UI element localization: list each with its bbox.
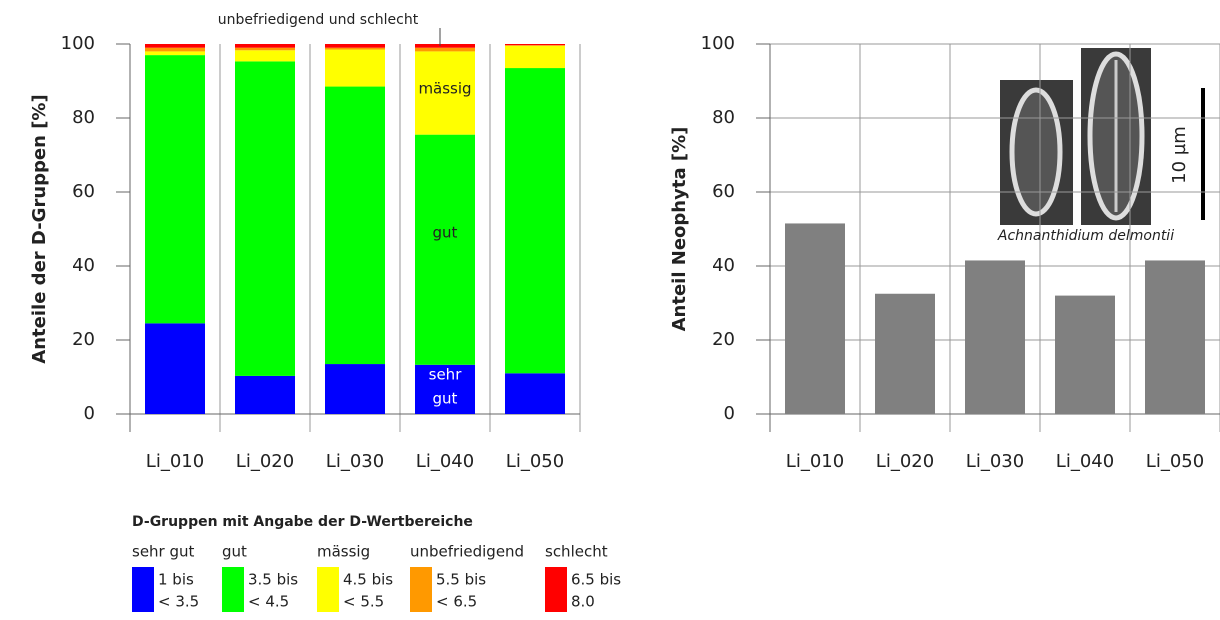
x-tick-label: Li_020 — [876, 451, 934, 472]
legend-range: < 5.5 — [343, 593, 384, 611]
bar — [785, 223, 845, 414]
bar — [1055, 295, 1115, 414]
legend-range: 5.5 bis — [436, 571, 486, 589]
bar-segment — [235, 61, 295, 376]
bar-segment — [415, 134, 475, 365]
x-tick-label: Li_040 — [416, 451, 474, 472]
legend-swatch — [222, 567, 244, 612]
x-tick-label: Li_040 — [1056, 451, 1114, 472]
y-tick-label: 100 — [61, 33, 95, 54]
legend-swatch — [545, 567, 567, 612]
bar-segment — [145, 323, 205, 414]
bar-segment — [415, 44, 475, 48]
x-tick-label: Li_010 — [786, 451, 844, 472]
legend-label: gut — [222, 543, 247, 561]
legend-label: mässig — [317, 543, 370, 561]
bar-segment — [325, 44, 385, 48]
bar-segment — [145, 44, 205, 48]
bar-segment — [505, 44, 565, 46]
legend-label: sehr gut — [132, 543, 195, 561]
legend-range: 6.5 bis — [571, 571, 621, 589]
y-axis-label: Anteil Neophyta [%] — [669, 127, 690, 332]
bar-segment — [415, 47, 475, 52]
diatom — [1009, 87, 1063, 217]
bar-segment — [505, 45, 565, 69]
y-tick-label: 0 — [724, 403, 735, 424]
legend-range: < 3.5 — [158, 593, 199, 611]
bar-segment — [325, 364, 385, 414]
bar — [965, 260, 1025, 414]
legend-range: 1 bis — [158, 571, 194, 589]
x-tick-label: Li_020 — [236, 451, 294, 472]
y-tick-label: 60 — [712, 181, 735, 202]
bar-segment — [415, 364, 475, 414]
bar — [1145, 260, 1205, 414]
x-tick-label: Li_030 — [966, 451, 1024, 472]
image-caption: Achnanthidium delmontii — [997, 228, 1174, 244]
y-tick-label: 80 — [712, 107, 735, 128]
legend-range: 3.5 bis — [248, 571, 298, 589]
annotation: unbefriedigend und schlecht — [218, 12, 419, 28]
bar-segment — [145, 51, 205, 56]
y-tick-label: 40 — [72, 255, 95, 276]
bar-segment — [505, 45, 565, 46]
legend-title: D-Gruppen mit Angabe der D-Wertbereiche — [132, 514, 473, 530]
x-tick-label: Li_010 — [146, 451, 204, 472]
bar-segment — [325, 86, 385, 365]
legend-swatch — [132, 567, 154, 612]
bar-segment — [145, 47, 205, 52]
y-tick-label: 100 — [701, 33, 735, 54]
bar-segment — [505, 68, 565, 374]
bar-segment — [235, 44, 295, 48]
bar-segment — [505, 373, 565, 414]
bar-segment — [325, 47, 385, 50]
annotation: mässig — [418, 80, 471, 98]
scale-label: 10 µm — [1169, 126, 1190, 184]
bar-segment — [235, 375, 295, 414]
y-axis-label: Anteile der D-Gruppen [%] — [29, 94, 50, 363]
annotation: gut — [433, 390, 458, 408]
bar-segment — [235, 50, 295, 62]
legend-swatch — [410, 567, 432, 612]
legend-range: < 6.5 — [436, 593, 477, 611]
y-tick-label: 20 — [72, 329, 95, 350]
legend-range: 4.5 bis — [343, 571, 393, 589]
y-tick-label: 40 — [712, 255, 735, 276]
bar-segment — [145, 55, 205, 324]
legend-label: unbefriedigend — [410, 543, 524, 561]
legend-swatch — [317, 567, 339, 612]
legend-label: schlecht — [545, 543, 608, 561]
y-tick-label: 60 — [72, 181, 95, 202]
y-tick-label: 20 — [712, 329, 735, 350]
legend-range: < 4.5 — [248, 593, 289, 611]
bar — [875, 293, 935, 414]
annotation: gut — [433, 224, 458, 242]
legend-range: 8.0 — [571, 593, 595, 611]
annotation: sehr — [429, 366, 463, 384]
bar-segment — [415, 51, 475, 135]
y-tick-label: 80 — [72, 107, 95, 128]
y-tick-label: 0 — [84, 403, 95, 424]
x-tick-label: Li_050 — [1146, 451, 1204, 472]
x-tick-label: Li_050 — [506, 451, 564, 472]
bar-segment — [235, 47, 295, 51]
x-tick-label: Li_030 — [326, 451, 384, 472]
bar-segment — [325, 49, 385, 87]
